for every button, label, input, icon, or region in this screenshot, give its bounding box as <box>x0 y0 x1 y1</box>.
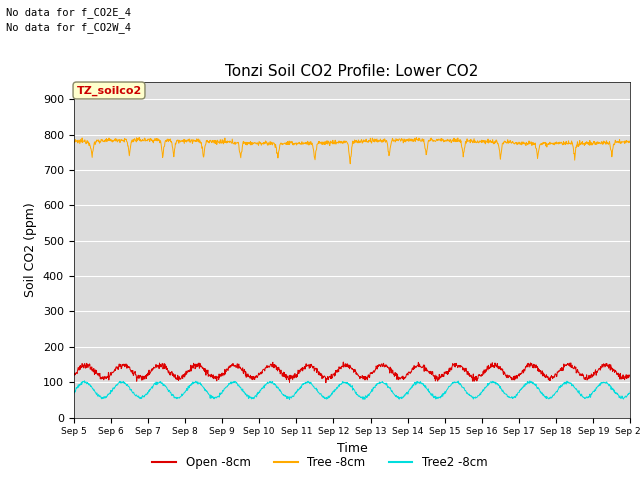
Tree -8cm <box>561 140 569 145</box>
Line: Tree2 -8cm: Tree2 -8cm <box>74 381 630 399</box>
Open -8cm <box>193 361 201 367</box>
Tree2 -8cm <box>256 387 264 393</box>
Line: Open -8cm: Open -8cm <box>74 362 630 383</box>
Tree -8cm <box>180 141 188 146</box>
Tree -8cm <box>136 135 143 141</box>
Tree -8cm <box>194 137 202 143</box>
Tree -8cm <box>627 137 634 143</box>
Open -8cm <box>180 373 188 379</box>
Open -8cm <box>256 372 264 377</box>
Text: No data for f_CO2W_4: No data for f_CO2W_4 <box>6 22 131 33</box>
Tree2 -8cm <box>180 389 188 395</box>
Open -8cm <box>339 359 347 365</box>
Legend: Open -8cm, Tree -8cm, Tree2 -8cm: Open -8cm, Tree -8cm, Tree2 -8cm <box>148 452 492 474</box>
Text: TZ_soilco2: TZ_soilco2 <box>76 85 141 96</box>
Tree2 -8cm <box>70 391 77 396</box>
Y-axis label: Soil CO2 (ppm): Soil CO2 (ppm) <box>24 202 37 297</box>
Tree2 -8cm <box>561 381 569 387</box>
Open -8cm <box>512 373 520 379</box>
Open -8cm <box>322 380 330 385</box>
Tree2 -8cm <box>627 388 634 394</box>
Tree2 -8cm <box>194 379 202 385</box>
Tree -8cm <box>256 141 264 146</box>
Open -8cm <box>561 362 569 368</box>
Tree2 -8cm <box>439 391 447 396</box>
Tree -8cm <box>512 140 520 145</box>
Line: Tree -8cm: Tree -8cm <box>74 138 630 164</box>
Tree -8cm <box>70 139 77 145</box>
Tree -8cm <box>346 161 354 167</box>
Open -8cm <box>627 372 634 378</box>
Tree -8cm <box>439 137 447 143</box>
Open -8cm <box>439 373 447 379</box>
Open -8cm <box>70 372 77 378</box>
Tree2 -8cm <box>512 394 520 399</box>
Tree2 -8cm <box>285 396 293 402</box>
Title: Tonzi Soil CO2 Profile: Lower CO2: Tonzi Soil CO2 Profile: Lower CO2 <box>225 64 479 79</box>
Tree2 -8cm <box>81 378 88 384</box>
Text: No data for f_CO2E_4: No data for f_CO2E_4 <box>6 7 131 18</box>
X-axis label: Time: Time <box>337 442 367 455</box>
